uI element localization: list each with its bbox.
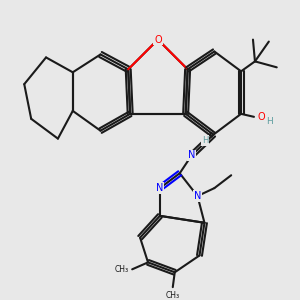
Text: H: H [266, 117, 273, 126]
Text: O: O [258, 112, 266, 122]
Text: H: H [202, 136, 208, 145]
Text: O: O [154, 34, 162, 45]
Text: CH₃: CH₃ [166, 291, 180, 300]
Text: CH₃: CH₃ [115, 265, 129, 274]
Text: N: N [188, 151, 195, 160]
Text: N: N [156, 183, 164, 193]
Text: N: N [194, 191, 201, 201]
